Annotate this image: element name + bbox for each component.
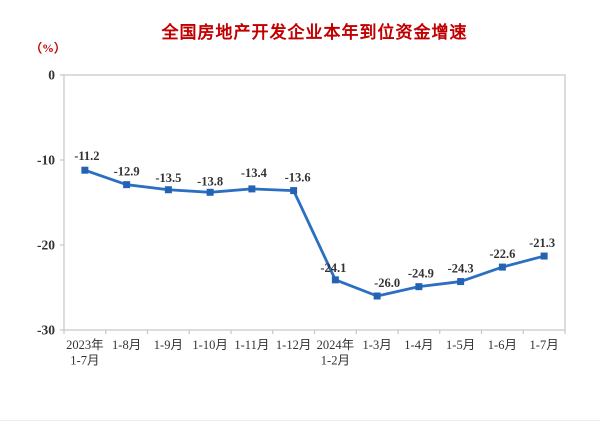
data-point xyxy=(498,263,506,271)
x-category-label: 1-9月 xyxy=(154,338,183,352)
y-tick-label: -10 xyxy=(37,153,55,168)
x-category-label: 1-4月 xyxy=(404,338,433,352)
data-point-label: -12.9 xyxy=(114,165,140,179)
data-point xyxy=(331,276,339,284)
data-point-label: -22.6 xyxy=(489,247,515,261)
x-category-label: 1-12月 xyxy=(276,338,311,352)
x-category-label: 1-3月 xyxy=(363,338,392,352)
data-point-label: -26.0 xyxy=(374,276,400,290)
chart-title: 全国房地产开发企业本年到位资金增速 xyxy=(161,23,468,42)
y-axis-unit-label: （%） xyxy=(30,41,67,55)
data-point-label: -24.1 xyxy=(320,261,346,275)
data-point-label: -13.6 xyxy=(285,171,311,185)
data-point xyxy=(373,292,381,300)
data-point-label: -24.9 xyxy=(408,267,434,281)
data-point-label: -24.3 xyxy=(448,262,474,276)
data-point xyxy=(457,278,465,286)
data-point xyxy=(164,186,172,194)
x-category-label: 2024年 1-2月 xyxy=(317,338,355,368)
data-point xyxy=(415,283,423,291)
data-point-label: -13.8 xyxy=(197,174,223,188)
data-point xyxy=(290,187,298,195)
data-point xyxy=(540,252,548,260)
data-point xyxy=(248,185,256,193)
data-point xyxy=(81,166,89,174)
x-category-label: 2023年 1-7月 xyxy=(66,338,104,368)
data-point-label: -21.3 xyxy=(529,236,555,250)
x-category-label: 1-5月 xyxy=(446,338,475,352)
data-line xyxy=(84,168,545,298)
data-point xyxy=(206,188,214,196)
data-point-label: -13.4 xyxy=(241,166,268,180)
data-point-label: -13.5 xyxy=(155,171,181,185)
y-tick-label: -20 xyxy=(37,238,55,253)
x-category-label: 1-7月 xyxy=(530,338,559,352)
x-category-label: 1-6月 xyxy=(488,338,517,352)
x-category-label: 1-10月 xyxy=(192,338,227,352)
x-category-label: 1-11月 xyxy=(234,338,269,352)
y-tick-label: -30 xyxy=(37,323,55,338)
plot-border xyxy=(63,74,566,331)
data-point-label: -11.2 xyxy=(74,149,99,163)
y-tick-label: 0 xyxy=(48,68,55,83)
data-point xyxy=(123,181,131,189)
x-category-label: 1-8月 xyxy=(112,338,141,352)
